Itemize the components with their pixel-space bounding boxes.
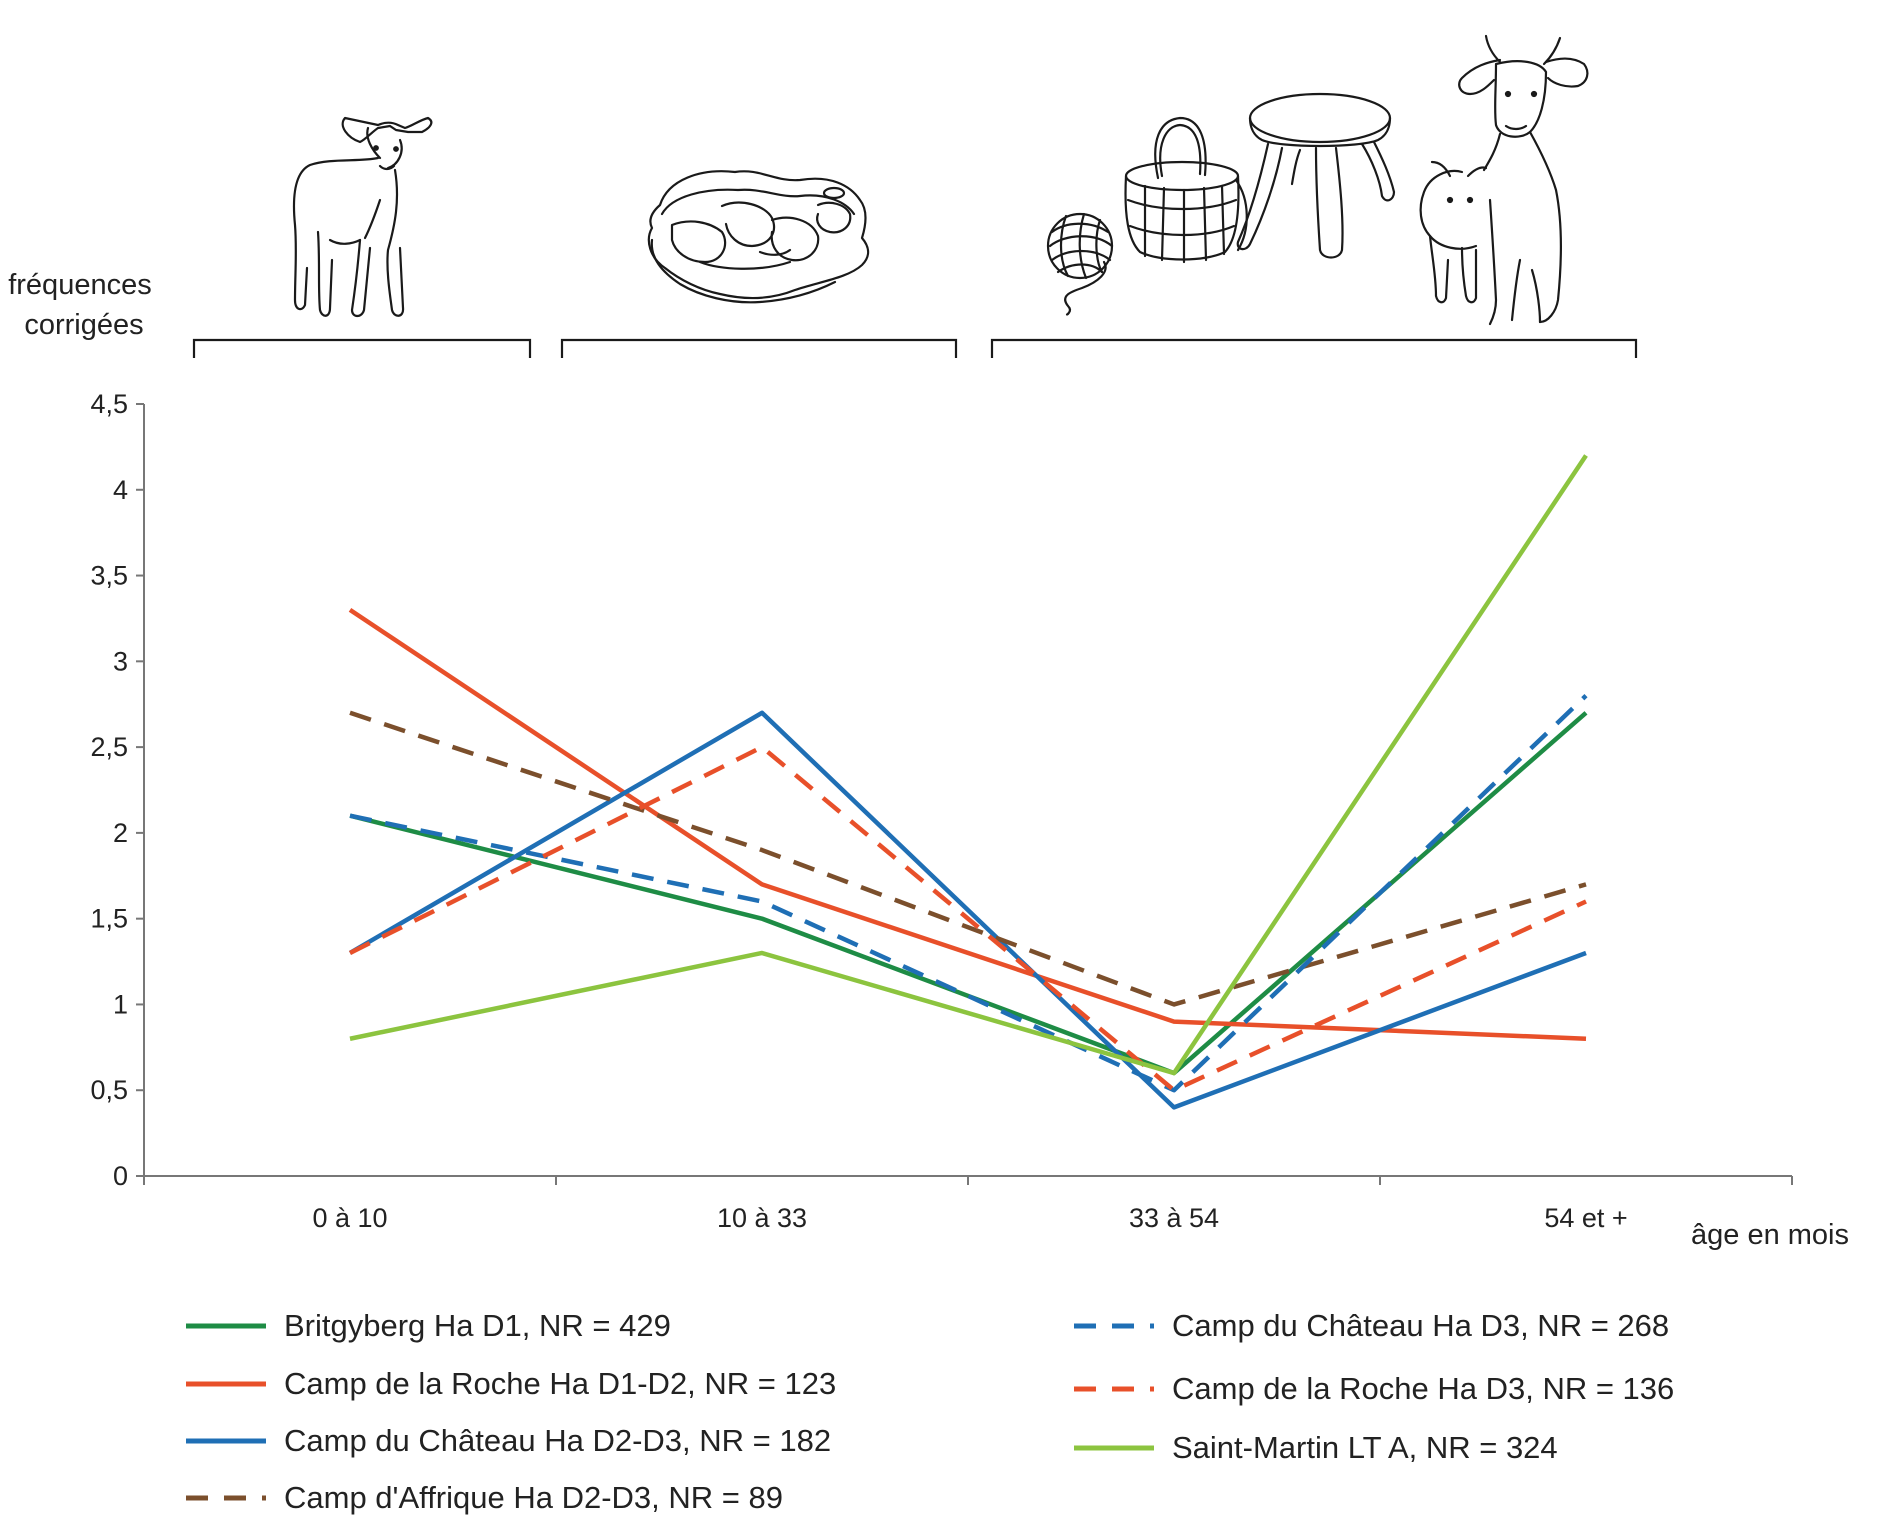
goat-with-kid-icon: [1419, 34, 1589, 326]
y-tick-label: 2,5: [90, 732, 128, 762]
series-layer: [348, 454, 1588, 1110]
lamb-icon: [292, 116, 433, 318]
legend-label: Camp du Château Ha D2-D3, NR = 182: [284, 1423, 831, 1458]
y-axis-label-line2: corrigées: [24, 309, 143, 341]
basket-icon: [1124, 116, 1248, 264]
y-tick-label: 0,5: [90, 1075, 128, 1105]
y-axis-label-line1: fréquences: [8, 269, 152, 301]
series-line: [349, 454, 1588, 1076]
y-ticks: 0 0,5 1 1,5 2 2,5 3 3,5 4 4,5: [90, 389, 144, 1191]
x-tick-label: 10 à 33: [717, 1203, 807, 1233]
legend-label: Camp d'Affrique Ha D2-D3, NR = 89: [284, 1480, 783, 1515]
y-tick-label: 3: [113, 646, 128, 676]
bracket-secondary-products: [990, 338, 1638, 358]
legend-label: Camp du Château Ha D3, NR = 268: [1172, 1308, 1669, 1343]
series-line: [349, 711, 1588, 1076]
y-tick-label: 2: [113, 818, 128, 848]
y-tick-label: 3,5: [90, 561, 128, 591]
x-axis-label: âge en mois: [1691, 1219, 1849, 1251]
stool-icon: [1236, 92, 1396, 259]
bracket-meat: [560, 338, 958, 358]
x-ticks: 0 à 10 10 à 33 33 à 54 54 et +: [143, 1176, 1793, 1233]
y-tick-label: 4,5: [90, 389, 128, 419]
y-tick-label: 1,5: [90, 904, 128, 934]
yarn-ball-icon: [1046, 212, 1114, 316]
x-tick-label: 33 à 54: [1129, 1203, 1219, 1233]
bracket-lamb: [192, 338, 532, 358]
meat-cut-icon: [647, 170, 870, 304]
series-line: [348, 710, 1587, 1110]
legend-label: Britgyberg Ha D1, NR = 429: [284, 1308, 671, 1343]
series-line: [349, 694, 1588, 1093]
series-line: [349, 710, 1587, 1007]
series-line: [348, 744, 1587, 1093]
legend: Britgyberg Ha D1, NR = 429 Camp de la Roc…: [186, 1308, 1674, 1515]
y-axis-label: fréquences corrigées: [8, 269, 160, 341]
x-tick-label: 0 à 10: [312, 1203, 387, 1233]
y-tick-label: 1: [113, 989, 128, 1019]
legend-label: Saint-Martin LT A, NR = 324: [1172, 1430, 1558, 1465]
legend-label: Camp de la Roche Ha D3, NR = 136: [1172, 1371, 1674, 1406]
series-line: [348, 607, 1587, 1042]
y-tick-label: 0: [113, 1161, 128, 1191]
y-tick-label: 4: [113, 475, 128, 505]
x-tick-label: 54 et +: [1544, 1203, 1627, 1233]
legend-label: Camp de la Roche Ha D1-D2, NR = 123: [284, 1366, 836, 1401]
